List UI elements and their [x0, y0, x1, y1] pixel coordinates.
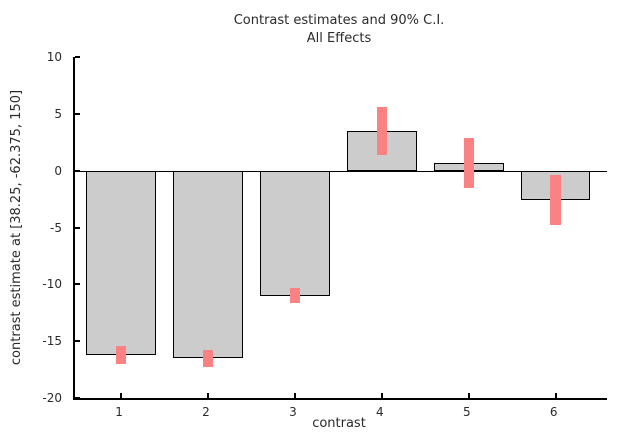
y-tick-label--10: -10 — [42, 277, 62, 292]
error-bar-contrast-4 — [376, 107, 388, 155]
y-tick-label-0: 0 — [54, 163, 62, 178]
x-tick-6 — [554, 393, 557, 398]
y-tick-label-5: 5 — [54, 106, 62, 121]
x-tick-5 — [467, 393, 470, 398]
plot-area — [73, 56, 607, 400]
y-axis-label: contrast estimate at [38.25, -62.375, 15… — [9, 89, 24, 366]
x-tick-3 — [293, 393, 296, 398]
y-tick-label--5: -5 — [50, 220, 62, 235]
chart-subtitle: All Effects — [306, 31, 372, 46]
chart-title-block: Contrast estimates and 90% C.I. All Effe… — [73, 12, 605, 48]
bar-contrast-1 — [86, 170, 156, 355]
y-tick--15 — [75, 340, 80, 343]
x-tick-label-2: 2 — [202, 405, 210, 419]
error-bar-contrast-5 — [463, 137, 474, 188]
x-tick-label-4: 4 — [376, 405, 384, 419]
x-tick-label-5: 5 — [462, 405, 471, 419]
y-tick-5 — [75, 112, 80, 115]
zero-baseline — [75, 170, 607, 172]
y-tick--10 — [75, 283, 80, 286]
error-bar-contrast-1 — [115, 345, 127, 364]
x-tick-2 — [207, 393, 209, 398]
y-tick--20 — [75, 397, 80, 399]
x-tick-label-3: 3 — [289, 405, 297, 419]
y-tick-0 — [75, 169, 80, 172]
y-tick-label--20: -20 — [42, 391, 62, 405]
chart-title: Contrast estimates and 90% C.I. — [233, 13, 445, 28]
x-tick-label-6: 6 — [549, 405, 558, 419]
x-tick-label-1: 1 — [115, 405, 123, 419]
error-bar-contrast-6 — [550, 175, 561, 226]
bar-contrast-2 — [173, 170, 243, 359]
error-bar-contrast-3 — [289, 288, 301, 304]
bar-contrast-3 — [260, 170, 330, 296]
y-tick--5 — [75, 226, 80, 229]
error-bar-contrast-2 — [202, 349, 214, 367]
y-tick-10 — [75, 56, 80, 58]
x-tick-1 — [120, 393, 123, 398]
x-axis-label: contrast — [312, 416, 366, 431]
x-tick-4 — [380, 393, 383, 398]
y-tick-label-10: 10 — [46, 50, 62, 64]
y-tick-label--15: -15 — [42, 334, 62, 349]
